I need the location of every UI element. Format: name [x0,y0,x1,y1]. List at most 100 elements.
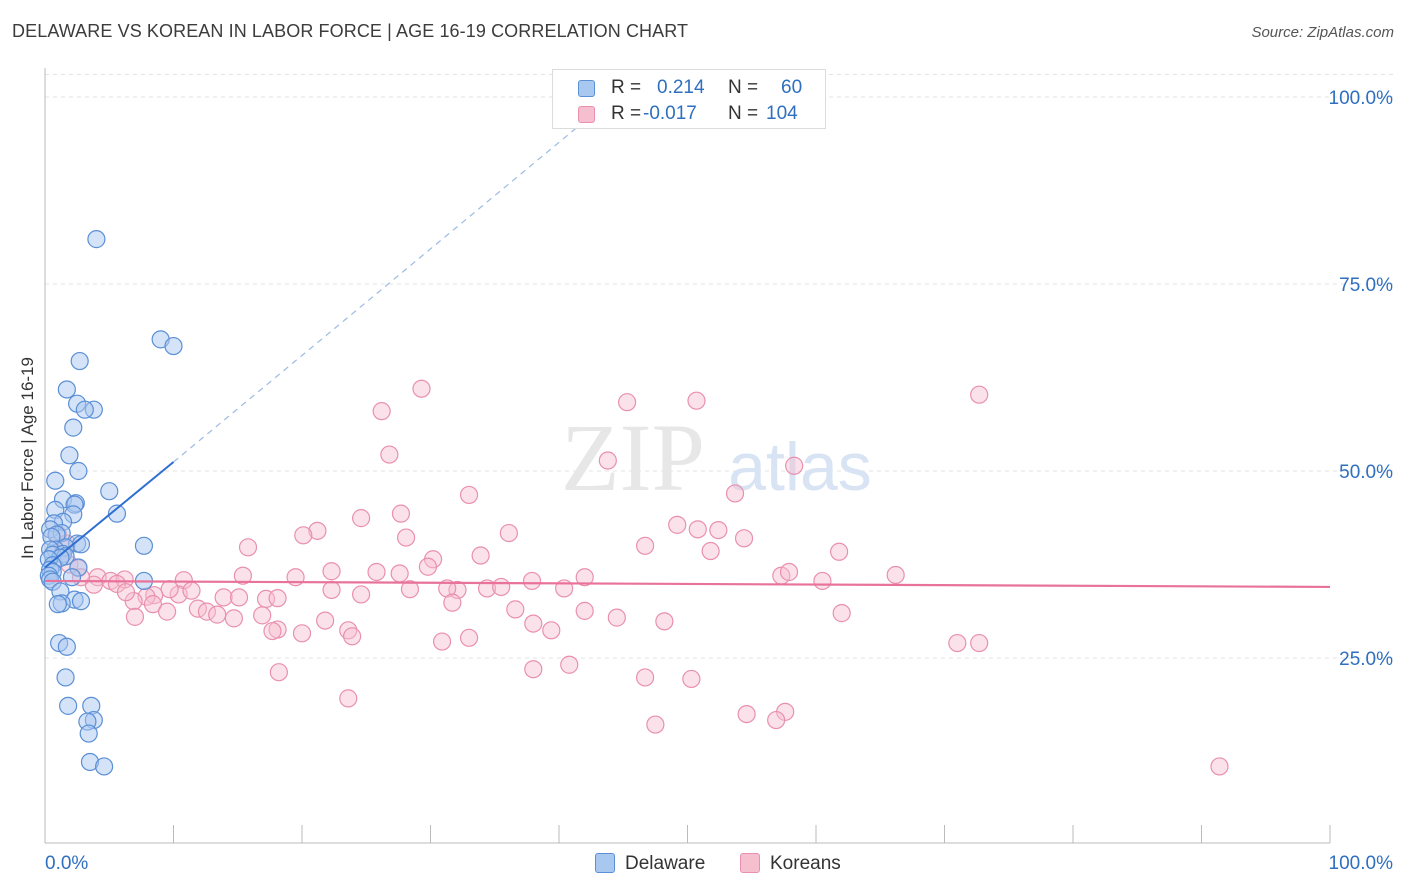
koreans-point [268,589,287,608]
y-tick-label: 25.0% [1339,649,1393,670]
koreans-point [635,536,655,555]
koreans-point [459,628,479,647]
koreans-point [970,633,989,653]
koreans-point [253,606,272,625]
delaware-point [59,696,78,715]
delaware-point [71,592,91,611]
koreans-point [238,538,258,557]
delaware-point [62,568,82,587]
delaware-point [107,504,127,523]
koreans-point [668,515,687,534]
koreans-point [233,566,252,585]
koreans-point [438,579,457,598]
koreans-point [229,588,249,607]
koreans-point [886,565,905,585]
koreans-point [737,704,756,724]
delaware-point [100,482,119,501]
koreans-point [506,600,525,619]
koreans-point [607,608,626,627]
legend-row-koreans: R = -0.017 N = 104 [553,102,825,128]
x-tick-label: 100.0% [1329,853,1394,874]
delaware-point [64,418,83,437]
n-value: 60 [781,77,803,98]
delaware-point [134,536,154,555]
koreans-point [224,609,243,628]
stats-legend: R = 0.214 N = 60 R = -0.017 N = 104 [552,69,826,129]
koreans-point [322,562,341,581]
delaware-point [48,595,67,614]
koreans-point [948,633,967,653]
koreans-swatch [578,106,595,123]
chart-title: DELAWARE VS KOREAN IN LABOR FORCE | AGE … [12,21,689,41]
koreans-point [701,541,720,561]
legend-row-delaware: R = 0.214 N = 60 [553,76,825,102]
koreans-point [214,588,233,607]
koreans-point [443,593,462,612]
koreans-point [709,520,728,540]
delaware-point [87,230,106,249]
koreans-point [646,715,665,734]
koreans-point [418,557,438,576]
r-value: -0.017 [643,103,697,124]
koreans-point [524,660,543,679]
series-legend: Delaware Koreans [0,851,1406,879]
koreans-point [352,585,371,604]
r-label: R = [611,103,642,124]
koreans-point [687,391,706,410]
koreans-point [322,580,341,600]
delaware-point [79,724,98,743]
axis-layer [44,68,1331,844]
delaware-point [164,336,183,356]
delaware-point [70,351,89,371]
koreans-point [682,669,701,689]
koreans-point [542,621,561,640]
delaware-point [69,461,88,481]
y-tick-label: 75.0% [1339,275,1393,296]
n-label: N = [728,77,759,98]
koreans-point [734,529,754,548]
koreans-point [372,402,391,421]
koreans-point [292,624,312,643]
koreans-point [308,521,327,540]
delaware-point [75,400,94,419]
koreans-trend-line [44,579,1331,589]
koreans-point [459,485,479,505]
koreans-point [767,710,786,730]
koreans-point [524,614,543,633]
koreans-point [655,612,674,631]
koreans-point [779,562,799,582]
koreans-point [400,580,420,599]
koreans-point [412,379,431,398]
koreans-point [339,689,358,708]
koreans-point [380,445,399,464]
koreans-point [367,562,386,582]
n-label: N = [728,103,759,124]
watermark-atlas: atlas [728,429,872,505]
koreans-point [125,607,145,626]
x-tick-label: 0.0% [45,853,88,874]
legend-label-koreans: Koreans [770,853,841,874]
koreans-point [575,568,594,587]
koreans-point [1210,757,1229,776]
koreans-point [208,605,227,624]
koreans-point [294,526,313,545]
koreans-point [477,579,497,598]
koreans-point [269,663,288,682]
koreans-swatch [740,853,760,873]
delaware-swatch [595,853,615,873]
delaware-point [46,471,65,490]
koreans-point [182,581,201,600]
koreans-point [522,571,542,591]
koreans-point [598,451,617,470]
koreans-point [143,595,163,614]
koreans-point [618,393,637,412]
r-label: R = [611,77,642,98]
koreans-point [391,504,411,523]
koreans-point [560,655,579,674]
koreans-point [688,520,707,539]
koreans-point [813,571,832,591]
koreans-point [396,528,416,547]
y-tick-label: 100.0% [1329,88,1394,109]
koreans-point [785,456,804,475]
